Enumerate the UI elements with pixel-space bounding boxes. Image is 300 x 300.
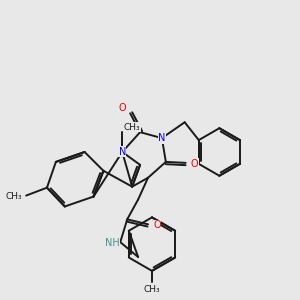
Text: CH₃: CH₃ bbox=[124, 123, 140, 132]
Text: O: O bbox=[191, 159, 198, 169]
Text: O: O bbox=[118, 103, 126, 113]
Text: CH₃: CH₃ bbox=[144, 285, 160, 294]
Text: NH: NH bbox=[105, 238, 120, 248]
Text: N: N bbox=[118, 147, 126, 157]
Text: CH₃: CH₃ bbox=[6, 192, 22, 201]
Text: N: N bbox=[158, 133, 166, 143]
Text: O: O bbox=[153, 220, 161, 230]
